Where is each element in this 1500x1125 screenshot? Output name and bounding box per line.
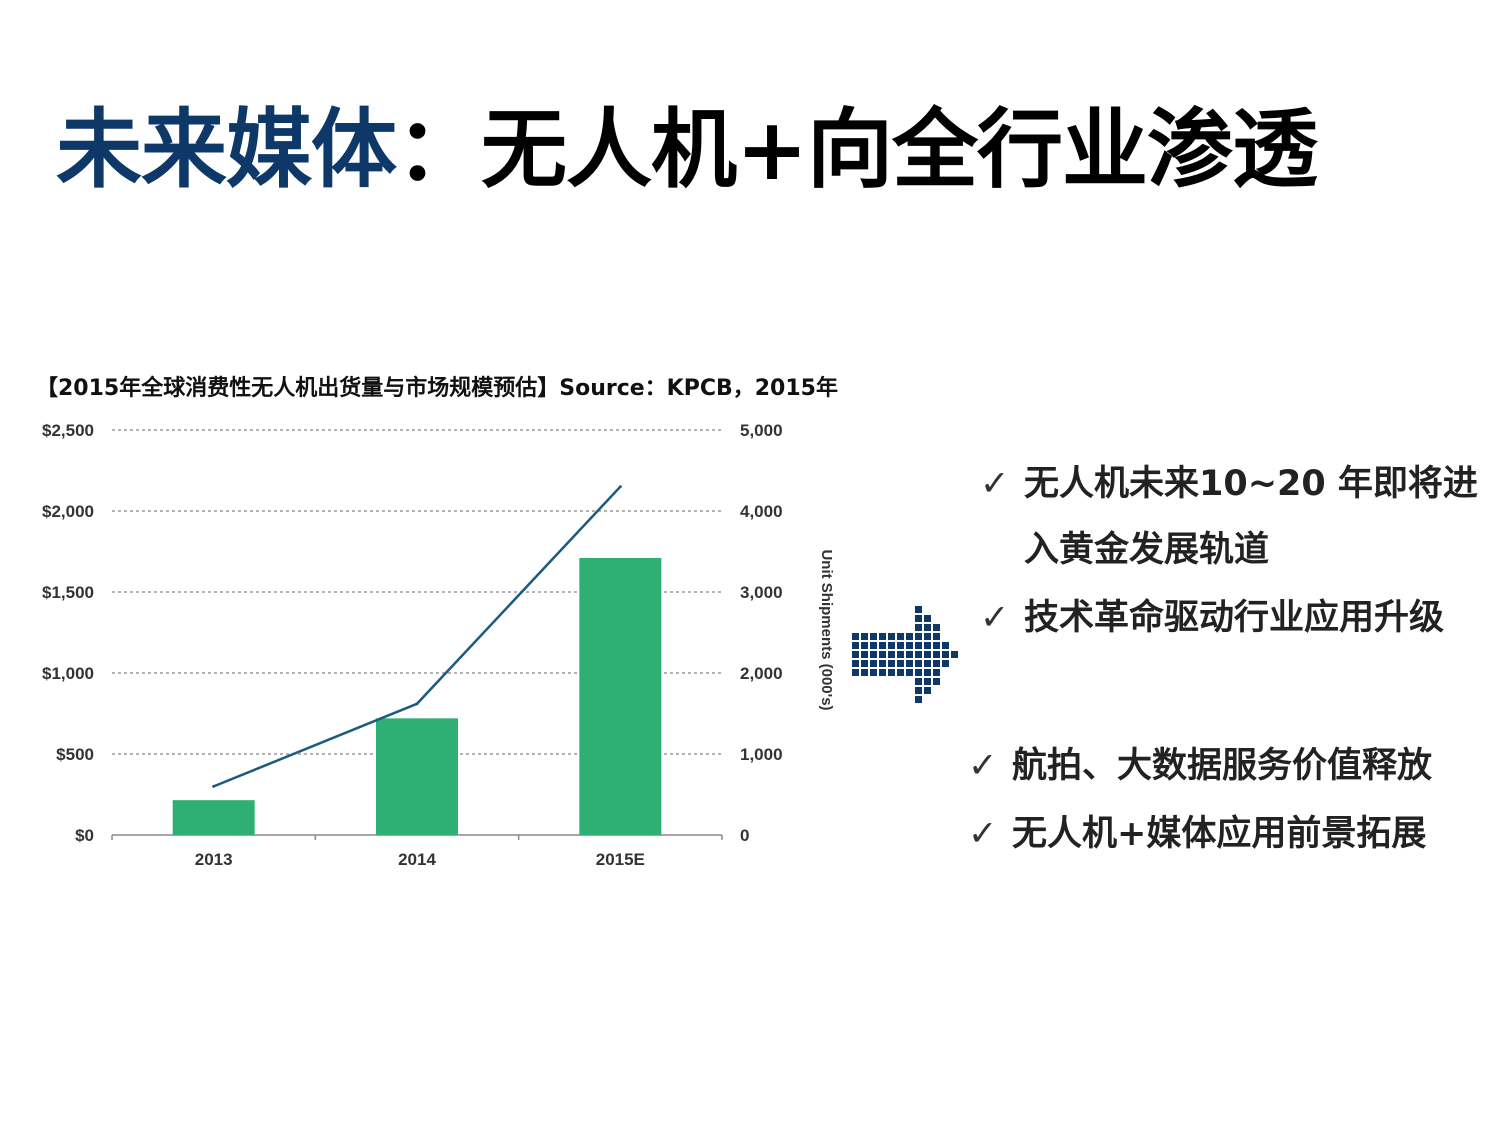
- title-accent: 未来媒体: [56, 100, 397, 200]
- bullet-3-line-1: 航拍、大数据服务价值释放: [1012, 746, 1433, 786]
- bullet-2-line-1: 技术革命驱动行业应用升级: [1024, 598, 1445, 638]
- line-point: [212, 784, 216, 788]
- check-icon: ✓: [968, 814, 998, 854]
- title-main: ：无人机+向全行业渗透: [396, 100, 1318, 200]
- slide-title: 未来媒体：无人机+向全行业渗透: [56, 100, 1318, 200]
- x-tick-label: 2014: [398, 850, 436, 869]
- bullet-1-line-2: 入黄金发展轨道: [1024, 530, 1270, 570]
- bullet-4-line-1: 无人机+媒体应用前景拓展: [1012, 814, 1427, 854]
- bar: [579, 557, 662, 835]
- left-tick-label: $1,000: [42, 664, 94, 683]
- right-axis-label: Unit Shipments (000's): [818, 549, 835, 710]
- bar: [376, 718, 458, 835]
- x-tick-label: 2013: [195, 850, 233, 869]
- right-tick-label: 5,000: [740, 421, 783, 440]
- check-icon: ✓: [968, 746, 998, 786]
- check-icon: ✓: [980, 598, 1010, 638]
- line-point: [415, 702, 419, 706]
- line-point: [618, 485, 622, 489]
- left-tick-label: $0: [75, 826, 94, 845]
- check-icon: ✓: [980, 464, 1010, 504]
- dotted-arrow-right-icon: [852, 606, 958, 703]
- bar: [172, 800, 255, 835]
- right-tick-label: 1,000: [740, 745, 783, 764]
- bullet-4: ✓ 无人机+媒体应用前景拓展: [968, 812, 1426, 856]
- right-tick-label: 2,000: [740, 664, 783, 683]
- bullet-1-line-1: 无人机未来10~20 年即将进: [1024, 464, 1478, 504]
- bullet-1: ✓ 无人机未来10~20 年即将进 入黄金发展轨道: [980, 462, 1478, 572]
- chart: $0 $500 $1,000 $1,500 $2,000 $2,500 0 1,000 2,00…: [42, 421, 835, 869]
- bullet-3: ✓ 航拍、大数据服务价值释放: [968, 744, 1432, 788]
- left-tick-label: $2,000: [42, 502, 94, 521]
- x-tick-label: 2015E: [596, 850, 645, 869]
- left-tick-label: $500: [56, 745, 94, 764]
- chart-caption: 【2015年全球消费性无人机出货量与市场规模预估】Source：KPCB，201…: [36, 376, 838, 401]
- left-tick-label: $2,500: [42, 421, 94, 440]
- left-tick-label: $1,500: [42, 583, 94, 602]
- right-tick-label: 4,000: [740, 502, 783, 521]
- bullet-2: ✓ 技术革命驱动行业应用升级: [980, 596, 1444, 640]
- right-tick-label: 3,000: [740, 583, 783, 602]
- right-tick-label: 0: [740, 826, 749, 845]
